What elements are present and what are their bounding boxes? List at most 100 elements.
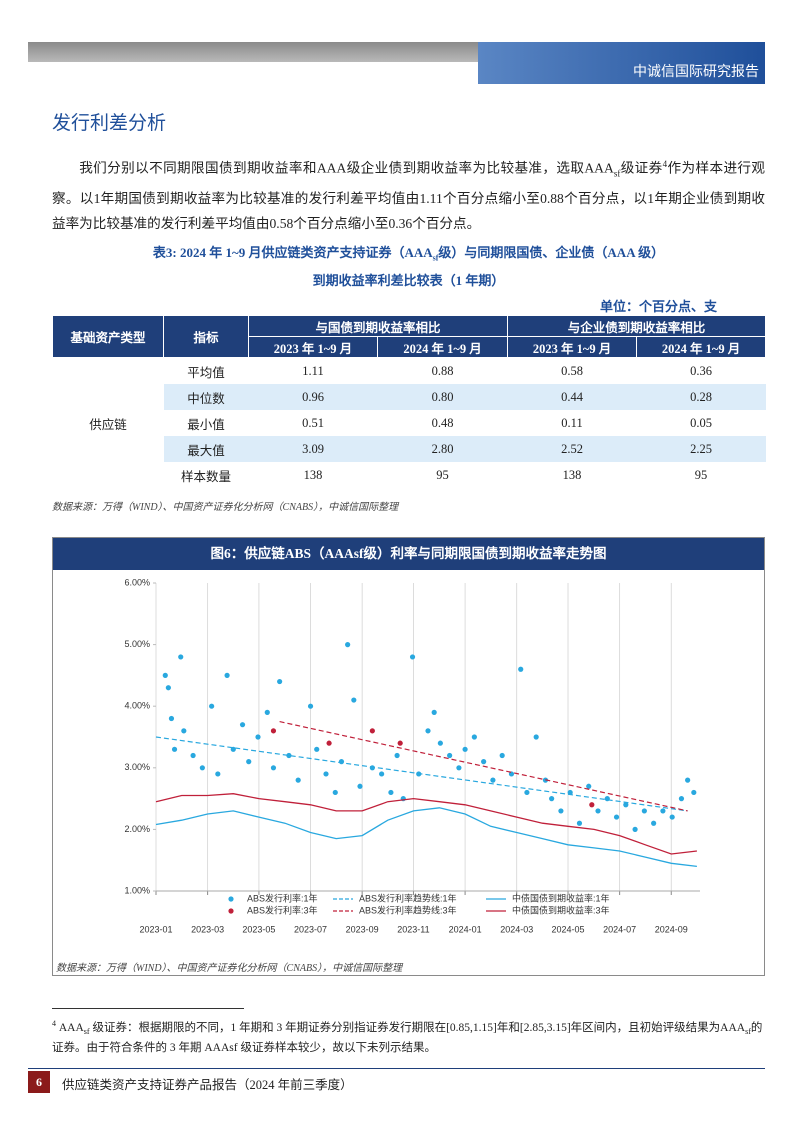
- point: [332, 789, 338, 796]
- y-tick-label: 6.00%: [124, 577, 150, 587]
- point: [409, 654, 416, 660]
- x-tick-label: 2023-07: [294, 924, 327, 934]
- text: 级证券: [620, 160, 663, 176]
- point: [181, 728, 187, 734]
- header-cell: 指标: [163, 315, 249, 358]
- point: [623, 802, 629, 808]
- cell: 中位数: [163, 384, 249, 410]
- point: [499, 752, 505, 759]
- text: AAA: [720, 1021, 746, 1034]
- point: [165, 685, 171, 691]
- legend-marker: [228, 896, 234, 902]
- point: [270, 765, 277, 771]
- cell: 138: [562, 467, 582, 482]
- x-tick-label: 2023-05: [242, 924, 275, 934]
- text: 我们分别以不同期限国债到期收益率和AAA级企业债到期收益率为比较基准，选取AAA: [79, 160, 614, 176]
- point: [199, 765, 205, 771]
- point: [632, 826, 638, 832]
- cell: 0.28: [636, 384, 766, 410]
- point: [277, 678, 283, 685]
- point: [397, 740, 403, 746]
- group-cell: 供应链: [89, 417, 127, 432]
- cell: 1.11: [302, 363, 324, 378]
- point: [239, 722, 246, 728]
- cell: 0.48: [431, 415, 454, 430]
- cell: 95: [436, 467, 449, 482]
- header-cell: 2024 年 1~9 月: [636, 336, 767, 358]
- point: [326, 740, 332, 746]
- footnote: 4 AAAsf 级证券：根据期限的不同，1 年期和 3 年期证券分别指证券发行期…: [52, 1016, 765, 1056]
- chart-title: 图6：供应链ABS（AAAsf级）利率与同期限国债到期收益率走势图: [53, 538, 764, 570]
- legend-label: ABS发行利率趋势线:1年: [359, 892, 457, 903]
- footer-rule: [28, 1068, 765, 1069]
- cell: 0.51: [302, 415, 324, 430]
- cell: 样本数量: [180, 469, 231, 484]
- point: [351, 697, 357, 703]
- point: [171, 746, 178, 752]
- subscript: sf: [613, 168, 621, 179]
- point: [471, 734, 477, 740]
- unit: 单位：个百分点、支: [600, 299, 718, 314]
- cell: 0.96: [248, 384, 378, 410]
- point: [190, 752, 196, 759]
- header-cell: 2023 年 1~9 月: [248, 336, 378, 358]
- x-tick-label: 2024-05: [552, 924, 585, 934]
- legend-label: ABS发行利率趋势线:3年: [359, 904, 457, 915]
- cell: 0.11: [561, 415, 583, 430]
- legend-marker: [228, 908, 234, 914]
- point: [338, 759, 345, 765]
- point: [345, 642, 351, 648]
- footnote-rule: [52, 1008, 244, 1009]
- point: [589, 802, 595, 808]
- cell: 95: [694, 467, 708, 482]
- point: [168, 715, 175, 722]
- point: [490, 777, 496, 783]
- point: [567, 789, 573, 796]
- subscript: sf: [432, 253, 439, 263]
- header-cell: 与国债到期收益率相比: [247, 315, 509, 337]
- point: [246, 759, 252, 765]
- y-tick-label: 5.00%: [124, 639, 150, 649]
- legend-label: ABS发行利率:3年: [247, 904, 318, 915]
- point: [447, 752, 453, 759]
- x-tick-label: 2024-07: [603, 924, 636, 934]
- cell: 2.25: [636, 436, 766, 462]
- chart-frame: [52, 537, 765, 976]
- point: [369, 728, 375, 734]
- point: [394, 752, 400, 759]
- cell: 0.36: [690, 363, 712, 378]
- point: [691, 789, 697, 796]
- footnote-ref: 4: [662, 159, 668, 169]
- text: 表3: 2024 年 1~9 月供应链类资产支持证券（AAA: [152, 245, 433, 260]
- point: [456, 765, 462, 771]
- point: [685, 777, 691, 783]
- point: [431, 709, 437, 715]
- point: [524, 789, 530, 796]
- point: [323, 771, 329, 777]
- point: [437, 740, 443, 746]
- text: 到期收益率利差比较表（1 年期）: [312, 272, 505, 288]
- point: [255, 734, 261, 740]
- point: [586, 783, 592, 789]
- footnote-mark: 4: [52, 1019, 56, 1028]
- cell: 最小值: [187, 417, 225, 432]
- cell: 0.80: [377, 384, 508, 410]
- point: [462, 746, 468, 752]
- table: 基础资产类型 指标 与国债到期收益率相比 与企业债到期收益率相比 2023 年 1~9…: [52, 315, 767, 488]
- x-tick-label: 2024-01: [449, 924, 482, 934]
- point: [533, 734, 539, 740]
- trend-line: [279, 721, 688, 812]
- point: [379, 771, 385, 777]
- point: [209, 703, 215, 709]
- cell: 3.09: [248, 436, 378, 462]
- point: [669, 814, 675, 820]
- section-title: 发行利差分析: [52, 113, 167, 134]
- header-bar: [28, 42, 478, 62]
- chart: 2023-01 2023-03 2023-05 2023-07 2023-09 2023-…: [124, 577, 700, 934]
- point: [307, 703, 314, 709]
- text: 的证券。由于符合条件的 3 年期 AAAsf 级证券样本较少，故以下未列示结果。: [52, 1021, 763, 1055]
- text: 级证券：根据期限的不同，1 年期和 3 年期证券分别指证券发行期限在[0.85,…: [89, 1021, 721, 1034]
- point: [270, 728, 277, 734]
- source-note: 数据来源：万得（WIND）、中国资产证券化分析网（CNABS），中诚信国际整理: [52, 502, 399, 513]
